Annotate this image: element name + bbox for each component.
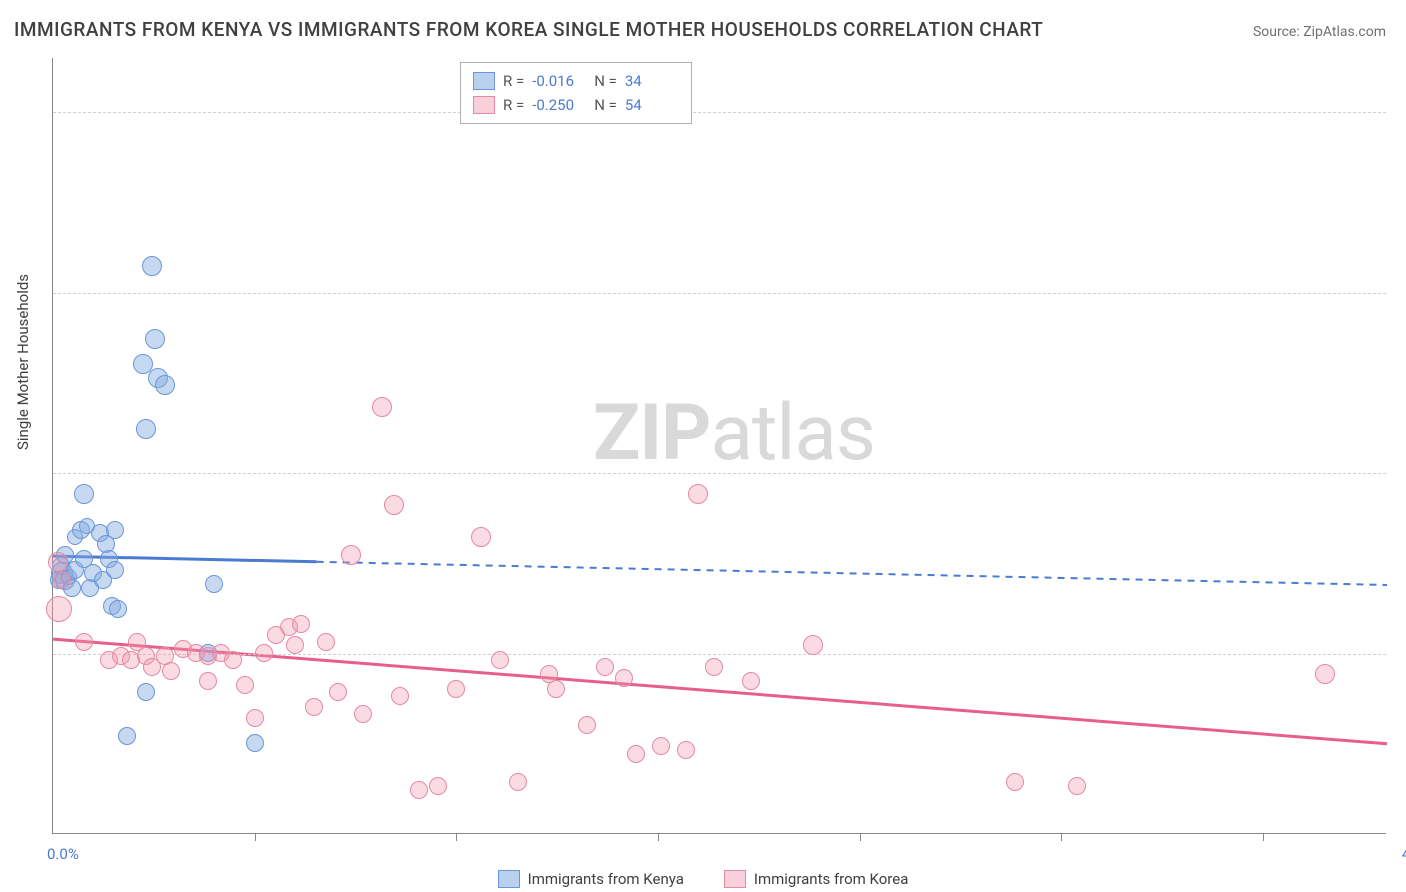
data-point-korea	[1006, 773, 1024, 791]
data-point-korea	[1315, 664, 1335, 684]
data-point-korea	[652, 737, 670, 755]
n-label: N =	[594, 96, 617, 114]
data-point-kenya	[136, 419, 156, 439]
y-axis-label: Single Mother Households	[14, 274, 32, 450]
grid-line	[53, 293, 1386, 294]
ytick-label: 5.0%	[1391, 645, 1406, 663]
data-point-korea	[705, 658, 723, 676]
data-point-korea	[803, 635, 823, 655]
r-label: R =	[503, 72, 524, 90]
r-value: -0.016	[532, 72, 586, 90]
data-point-korea	[329, 683, 347, 701]
data-point-korea	[292, 615, 310, 633]
data-point-korea	[410, 781, 428, 799]
data-point-korea	[491, 651, 509, 669]
data-point-korea	[471, 527, 491, 547]
swatch-kenya	[473, 72, 495, 90]
data-point-kenya	[145, 329, 165, 349]
data-point-korea	[429, 777, 447, 795]
data-point-korea	[75, 633, 93, 651]
ytick-label: 10.0%	[1391, 464, 1406, 482]
data-point-korea	[162, 662, 180, 680]
data-point-korea	[578, 716, 596, 734]
data-point-korea	[354, 705, 372, 723]
xtick	[860, 833, 861, 841]
data-point-korea	[255, 644, 273, 662]
n-value: 54	[625, 96, 679, 114]
data-point-korea	[341, 545, 361, 565]
n-value: 34	[625, 72, 679, 90]
data-point-kenya	[246, 734, 264, 752]
xtick	[658, 833, 659, 841]
series-legend: Immigrants from Kenya Immigrants from Ko…	[0, 870, 1406, 888]
xtick-label-left: 0.0%	[47, 845, 79, 863]
data-point-korea	[688, 484, 708, 504]
data-point-korea	[384, 495, 404, 515]
data-point-korea	[305, 698, 323, 716]
data-point-korea	[372, 397, 392, 417]
xtick	[255, 833, 256, 841]
chart-container: IMMIGRANTS FROM KENYA VS IMMIGRANTS FROM…	[0, 0, 1406, 892]
data-point-korea	[224, 651, 242, 669]
data-point-korea	[677, 741, 695, 759]
chart-title: IMMIGRANTS FROM KENYA VS IMMIGRANTS FROM…	[14, 18, 1043, 41]
grid-line	[53, 473, 1386, 474]
data-point-kenya	[106, 521, 124, 539]
data-point-kenya	[74, 484, 94, 504]
xtick	[1263, 833, 1264, 841]
data-point-korea	[627, 745, 645, 763]
data-point-korea	[246, 709, 264, 727]
legend-item-korea: Immigrants from Korea	[724, 870, 908, 888]
swatch-korea	[473, 96, 495, 114]
stats-row-korea: R = -0.250 N = 54	[473, 93, 679, 117]
r-value: -0.250	[532, 96, 586, 114]
data-point-korea	[46, 596, 72, 622]
data-point-kenya	[137, 683, 155, 701]
data-point-korea	[742, 672, 760, 690]
r-label: R =	[503, 96, 524, 114]
data-point-korea	[236, 676, 254, 694]
grid-line	[53, 112, 1386, 113]
legend-item-kenya: Immigrants from Kenya	[498, 870, 684, 888]
stats-row-kenya: R = -0.016 N = 34	[473, 69, 679, 93]
data-point-korea	[615, 669, 633, 687]
data-point-kenya	[205, 575, 223, 593]
data-point-korea	[48, 552, 68, 572]
data-point-kenya	[155, 375, 175, 395]
data-point-korea	[509, 773, 527, 791]
xtick-label-right: 40.0%	[1402, 845, 1406, 863]
legend-label-korea: Immigrants from Korea	[754, 870, 908, 888]
data-point-kenya	[118, 727, 136, 745]
data-point-korea	[391, 687, 409, 705]
n-label: N =	[594, 72, 617, 90]
ytick-label: 20.0%	[1391, 103, 1406, 121]
data-point-korea	[199, 672, 217, 690]
data-point-korea	[596, 658, 614, 676]
ytick-label: 15.0%	[1391, 284, 1406, 302]
data-point-kenya	[106, 561, 124, 579]
source-label: Source: ZipAtlas.com	[1253, 24, 1386, 40]
legend-label-kenya: Immigrants from Kenya	[528, 870, 684, 888]
data-point-kenya	[142, 256, 162, 276]
xtick	[1061, 833, 1062, 841]
swatch-kenya	[498, 870, 520, 888]
swatch-korea	[724, 870, 746, 888]
xtick	[456, 833, 457, 841]
data-point-korea	[1068, 777, 1086, 795]
data-point-korea	[53, 571, 71, 589]
data-point-korea	[547, 680, 565, 698]
data-point-korea	[317, 633, 335, 651]
data-point-korea	[286, 636, 304, 654]
grid-line	[53, 654, 1386, 655]
stats-legend: R = -0.016 N = 34 R = -0.250 N = 54	[460, 62, 692, 124]
data-point-korea	[447, 680, 465, 698]
plot-area: ZIPatlas 5.0%10.0%15.0%20.0%0.0%40.0%	[52, 58, 1386, 834]
data-point-kenya	[109, 600, 127, 618]
